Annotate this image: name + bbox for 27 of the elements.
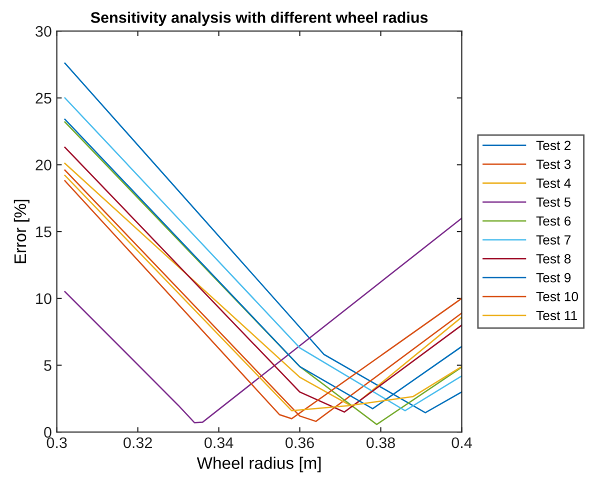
x-axis-title: Wheel radius [m]: [196, 456, 321, 472]
x-tick-label: 0.4: [452, 437, 472, 448]
x-tick-label: 0.34: [204, 437, 234, 448]
x-tick-label: 0.38: [366, 437, 395, 448]
legend-label: Test 2: [536, 140, 571, 150]
y-tick-label: 25: [36, 92, 52, 104]
y-axis-title: Error [%]: [14, 200, 30, 264]
chart-title: Sensitivity analysis with different wheel radius: [90, 12, 428, 26]
legend-label: Test 5: [536, 198, 571, 207]
y-tick-label: 30: [36, 26, 52, 37]
y-tick-label: 0: [44, 426, 52, 438]
y-tick-label: 10: [36, 293, 52, 304]
legend-label: Test 4: [536, 178, 571, 188]
legend-label: Test 8: [536, 254, 571, 264]
legend-label: Test 10: [536, 292, 578, 302]
legend-label: Test 3: [536, 160, 571, 169]
x-tick-label: 0.32: [124, 437, 152, 448]
y-tick-label: 20: [36, 160, 52, 170]
legend-label: Test 7: [536, 235, 571, 245]
y-tick-label: 5: [44, 360, 52, 371]
legend-label: Test 11: [536, 310, 577, 320]
legend-label: Test 6: [536, 216, 571, 226]
x-tick-label: 0.36: [286, 437, 314, 448]
legend-label: Test 9: [536, 273, 571, 282]
line-series: [64, 218, 462, 424]
x-tick-label: 0.3: [46, 437, 67, 448]
y-tick-label: 15: [36, 226, 52, 238]
